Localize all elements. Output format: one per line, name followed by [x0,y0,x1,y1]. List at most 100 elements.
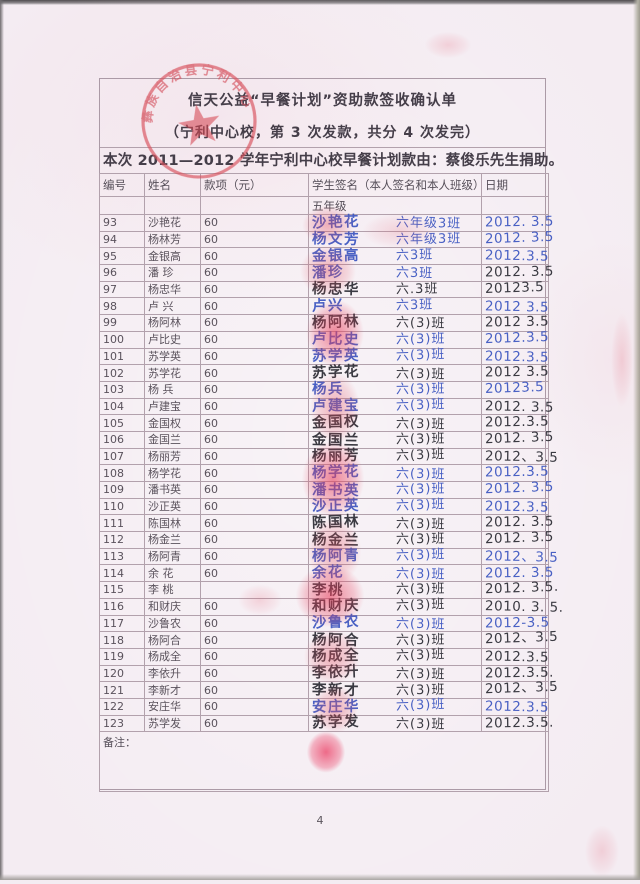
amount-cell: 60 [200,380,309,399]
table-row: 114 余 花 60 余花 六(3)班 2012. 3.5 [99,564,554,583]
signature-cell: 金国兰 六(3)班 [308,430,482,449]
table-row: 115 李 桃 李桃 六(3)班 2012. 3.5. [99,579,559,599]
column-header-number: 编号 [99,173,145,197]
row-number-cell: 102 [99,364,145,382]
handwritten-signature: 李桃 [311,581,345,599]
column-header-signature: 学生签名（本人签名和本人班级） [308,173,485,197]
handwritten-date: 2012. 3.5 [484,228,555,247]
amount-cell: 60 [200,681,309,699]
date-cell: 2012.3.5 [481,329,549,349]
date-cell: 2012.3.5 [481,647,549,666]
table-row: 112 杨金兰 60 杨金兰 六(3)班 2012. 3.5 [99,529,554,549]
amount-cell: 60 [200,280,309,299]
name-cell: 卢 兴 [144,297,201,316]
name-cell: 潘书英 [144,481,201,499]
handwritten-date: 2012. 3.5 [484,428,555,448]
signature-cell: 金国权 六(3)班 [308,414,482,432]
handwritten-class: 六(3)班 [395,597,446,615]
table-row: 107 杨丽芳 60 杨丽芳 六(3)班 2012、3.5 [99,447,558,466]
signature-cell: 杨忠华 六.3班 [308,280,482,299]
signature-cell: 卢比史 六(3)班 [308,330,482,349]
empty-cell [481,196,549,215]
handwritten-class: 六(3)班 [395,716,446,733]
row-number-cell: 98 [99,297,145,316]
row-number-cell: 103 [99,380,145,399]
row-number-cell: 107 [99,447,145,466]
amount-cell [200,581,309,599]
handwritten-class: 六年级3班 [395,231,462,248]
name-cell: 余 花 [144,564,201,583]
amount-cell: 60 [200,347,309,366]
name-cell: 安庄华 [144,697,201,716]
row-number-cell: 101 [99,347,145,366]
row-number-cell: 96 [99,264,145,282]
row-number-cell: 104 [99,397,145,416]
signature-cell: 苏学花 六(3)班 [308,364,482,382]
handwritten-signature: 和财庆 [311,598,361,615]
amount-cell: 60 [200,514,309,533]
handwritten-date: 20123.5 [484,278,545,297]
table-row: 110 沙正英 60 沙正英 六(3)班 2012.3.5 [99,497,549,516]
signature-cell: 潘珍 六3班 [308,264,482,282]
table-row: 117 沙鲁农 60 沙鲁农 六(3)班 2012-3.5 [99,614,550,632]
handwritten-signature: 沙艳花 [311,213,361,232]
handwritten-class: 六(3)班 [395,647,446,665]
handwritten-class: 六(3)班 [395,682,446,698]
handwritten-signature: 杨阿林 [311,313,361,332]
table-row: 98 卢 兴 60 卢兴 六3班 2012 3.5 [99,297,550,316]
name-cell: 苏学英 [144,347,201,366]
row-number-cell: 122 [99,697,145,716]
handwritten-date: 2012、3.5 [484,679,559,698]
name-cell: 杨成全 [144,647,201,666]
name-cell: 杨阿林 [144,314,201,332]
handwritten-signature: 杨学花 [311,463,361,482]
handwritten-class: 六(3)班 [395,666,446,683]
table-row: 97 杨忠华 60 杨忠华 六.3班 20123.5 [99,278,549,299]
row-number-cell: 93 [99,214,145,232]
row-number-cell: 116 [99,597,145,616]
handwritten-class: 六3班 [395,247,434,264]
amount-cell: 60 [200,547,309,566]
row-number-cell: 95 [99,247,145,266]
handwritten-date: 2012 3.5 [484,363,550,381]
handwritten-class: 六(3)班 [395,447,446,464]
amount-cell: 60 [200,647,309,666]
handwritten-signature: 安庄华 [311,698,361,716]
date-cell: 20123.5 [481,278,549,299]
handwritten-signature: 杨忠华 [311,281,361,299]
handwritten-date: 2012 3.5 [484,297,550,316]
row-number-cell: 118 [99,631,145,649]
name-cell: 沙正英 [144,497,201,516]
table-row: 105 金国权 60 金国权 六(3)班 2012.3.5 [99,414,549,432]
handwritten-date: 2012 3.5 [484,313,550,331]
row-number-cell: 99 [99,314,145,332]
remarks-row: 备注： [99,731,549,793]
row-number-cell: 105 [99,414,145,432]
table-row: 103 杨 兵 60 杨兵 六(3)班 20123.5 [99,379,549,399]
signature-cell: 金银高 六3班 [308,247,482,266]
handwritten-date: 2010. 3. 5. [484,598,564,616]
document-subtitle: （宁利中心校，第 3 次发款，共分 4 次发完） [165,125,480,141]
handwritten-signature: 杨阿青 [311,548,361,565]
name-cell: 杨学花 [144,464,201,482]
scan-edge-left [0,0,4,880]
amount-cell: 60 [200,481,309,499]
table-row: 122 安庄华 60 安庄华 六(3)班 2012.3.5 [99,697,549,716]
row-number-cell: 100 [99,330,145,349]
handwritten-class: 六(3)班 [395,431,446,448]
handwritten-signature: 李新才 [311,681,361,699]
table-row: 113 杨阿青 60 杨阿青 六(3)班 2012、3.5 [99,547,558,566]
signature-cell: 杨兵 六(3)班 [308,380,482,399]
table-row: 102 苏学花 60 苏学花 六(3)班 2012 3.5 [99,363,550,382]
table-row: 118 杨阿合 60 杨阿合 六(3)班 2012、3.5 [99,629,559,649]
table-row: 116 和财庆 60 和财庆 六(3)班 2010. 3. 5. [99,597,564,616]
document-sheet: 信天公益“早餐计划”资助款签收确认单 （宁利中心校，第 3 次发款，共分 4 次… [99,78,564,793]
name-cell: 李新才 [144,681,201,699]
date-cell: 2012、3.5 [481,547,558,566]
table-row: 101 苏学英 60 苏学英 六(3)班 2012.3.5 [99,347,549,366]
date-cell: 2012、3.5 [481,679,559,699]
handwritten-signature: 杨金兰 [311,531,361,549]
amount-cell: 60 [200,447,309,466]
amount-cell: 60 [200,297,309,316]
